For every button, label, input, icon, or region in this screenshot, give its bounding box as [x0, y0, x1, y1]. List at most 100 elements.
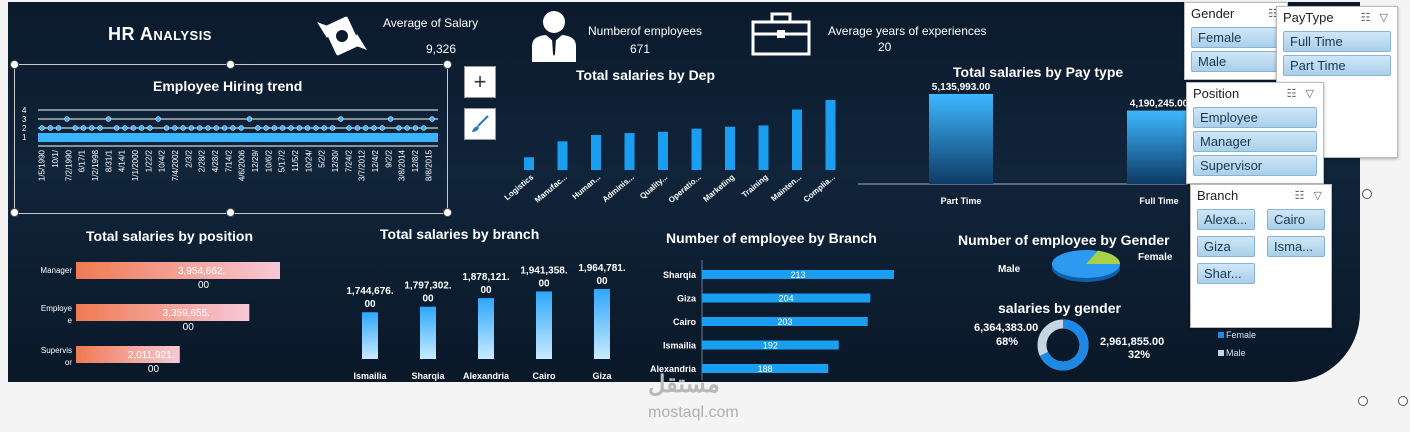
position-data-label: 3,954,662.	[178, 266, 225, 277]
hiring-x-label: 8/31/1	[104, 149, 113, 172]
hiring-point	[263, 125, 269, 131]
shape-handle[interactable]	[1398, 396, 1408, 406]
position-slicer[interactable]: Position ☷ ▽ Employee Manager Supervisor	[1186, 82, 1324, 184]
filter-icon[interactable]: ☷ ▽	[1360, 12, 1391, 24]
slicer-item-part-time[interactable]: Part Time	[1283, 55, 1391, 76]
dep-x-label: Manufac...	[533, 173, 569, 205]
position-data-label-suffix: 00	[183, 322, 195, 333]
emp-branch-chart: Sharqia 213 Giza 204 Cairo 203 Ismailia 192 Alex…	[650, 260, 894, 380]
branch-salary-chart-title: Total salaries by branch	[380, 226, 540, 242]
dep-bar	[524, 157, 534, 170]
emp-branch-y-label: Giza	[677, 294, 697, 304]
kpi-salary-value: 9,326	[426, 42, 457, 56]
money-wings-icon	[317, 16, 367, 56]
hiring-x-label: 2/28/2	[198, 149, 207, 172]
position-bar	[76, 346, 180, 363]
dep-bar	[557, 141, 568, 170]
watermark-latin: mostaql.com	[648, 404, 739, 421]
hiring-y-tick: 4	[22, 106, 27, 115]
slicer-item-supervisor[interactable]: Supervisor	[1193, 155, 1317, 176]
slicer-item-female[interactable]: Female	[1191, 27, 1281, 48]
branch-salary-data-label-suffix: 00	[480, 285, 492, 296]
resize-handle[interactable]	[226, 60, 235, 69]
kpi-experience-label: Average years of experiences	[828, 24, 987, 38]
paytype-data-label: 4,190,245.00	[1130, 99, 1189, 110]
hiring-x-label: 6/17/1	[78, 149, 87, 172]
hiring-point	[271, 125, 278, 131]
branch-salary-data-label: 1,941,358.	[520, 265, 567, 276]
shape-handle[interactable]	[1358, 396, 1368, 406]
dep-x-label: Operatio...	[667, 173, 703, 205]
branch-salary-bar	[362, 312, 378, 359]
slicer-item-male[interactable]: Male	[1191, 51, 1281, 72]
legend-female-label: Female	[1226, 330, 1257, 340]
branch-slicer[interactable]: Branch ☷ ▽ Alexa... Cairo Giza Isma... Sh…	[1190, 184, 1332, 328]
hiring-point	[238, 125, 244, 131]
hiring-point	[387, 116, 394, 122]
hiring-point	[105, 116, 112, 122]
slicer-item-full-time[interactable]: Full Time	[1283, 31, 1391, 52]
employee-icon	[532, 11, 576, 62]
slicer-item-cairo[interactable]: Cairo	[1267, 209, 1325, 230]
sal-gender-chart-title: salaries by gender	[998, 300, 1121, 316]
resize-handle[interactable]	[10, 208, 19, 217]
gender-slicer-title: Gender	[1191, 6, 1235, 21]
briefcase-icon	[751, 12, 811, 56]
branch-salary-data-label-suffix: 00	[596, 276, 608, 287]
hiring-x-label: 5/2/2	[318, 149, 327, 167]
dep-chart-title: Total salaries by Dep	[576, 67, 716, 83]
chart-styles-button[interactable]	[464, 108, 496, 140]
hiring-point	[412, 125, 419, 131]
branch-salary-data-label: 1,744,676.	[346, 286, 393, 297]
position-data-label-suffix: 00	[148, 364, 160, 375]
multi-select-icon[interactable]: ☷	[1268, 8, 1281, 20]
resize-handle[interactable]	[10, 60, 19, 69]
hiring-point	[421, 125, 427, 131]
hiring-point	[321, 125, 327, 131]
shape-handle[interactable]	[1362, 189, 1372, 199]
hiring-point	[197, 125, 203, 131]
hiring-point	[205, 125, 211, 131]
hiring-point	[39, 125, 45, 131]
dep-bar	[691, 128, 702, 170]
position-y-label: Employe	[41, 304, 73, 313]
branch-salary-data-label: 1,878,121.	[462, 272, 509, 283]
filter-icon[interactable]: ☷ ▽	[1286, 88, 1317, 100]
dep-x-label: Quality...	[638, 173, 669, 201]
slicer-item-alexandria[interactable]: Alexa...	[1197, 209, 1255, 230]
resize-handle[interactable]	[443, 208, 452, 217]
legend-male-label: Male	[1226, 348, 1246, 358]
slicer-item-manager[interactable]: Manager	[1193, 131, 1317, 152]
kpi-experience-value: 20	[878, 40, 892, 54]
branch-salary-x-label: Alexandria	[463, 371, 510, 381]
paytype-bar	[929, 94, 993, 184]
emp-branch-data-label: 203	[777, 317, 792, 327]
slicer-item-giza[interactable]: Giza	[1197, 236, 1255, 257]
position-chart: Manager 3,954,662. 00 Employe e 3,359,655. 00 S…	[40, 262, 280, 375]
slicer-item-ismailia[interactable]: Isma...	[1267, 236, 1325, 257]
emp-branch-bar	[702, 270, 894, 279]
dashboard-panel: HR Analysis Average of Salary 9,326 Numb…	[8, 2, 1360, 382]
hiring-x-label: 1/22/2	[144, 149, 153, 172]
hiring-x-label: 10/6/2	[264, 149, 273, 172]
branch-salary-data-label: 1,964,781.	[578, 263, 625, 274]
hiring-point	[346, 125, 352, 131]
position-y-label: e	[68, 316, 73, 325]
hiring-point	[255, 125, 261, 131]
chart-elements-button[interactable]: +	[464, 66, 496, 98]
position-chart-title: Total salaries by position	[86, 228, 254, 244]
emp-gender-chart-title: Number of employee by Gender	[958, 232, 1170, 248]
hiring-x-label: 10/4/2	[158, 149, 167, 172]
slicer-item-sharqia[interactable]: Shar...	[1197, 263, 1255, 284]
dep-bar	[591, 135, 601, 170]
dep-x-label: Adminis...	[601, 173, 636, 204]
resize-handle[interactable]	[443, 60, 452, 69]
resize-handle[interactable]	[226, 208, 235, 217]
hiring-point	[130, 125, 137, 131]
hiring-point	[404, 125, 410, 131]
gender-slicer[interactable]: Gender ☷ Female Male	[1184, 2, 1288, 80]
hiring-point	[338, 116, 344, 122]
slicer-item-employee[interactable]: Employee	[1193, 107, 1317, 128]
filter-icon[interactable]: ☷ ▽	[1294, 190, 1325, 202]
